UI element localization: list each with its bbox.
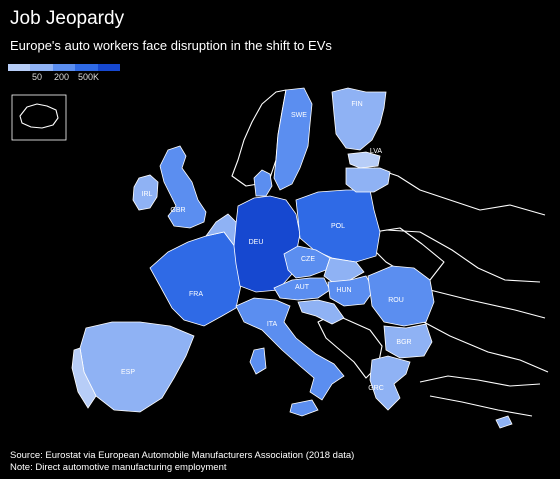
footnote: Note: Direct automotive manufacturing em… — [10, 462, 227, 473]
label-lva: LVA — [370, 148, 383, 155]
turkey-outline — [419, 375, 541, 417]
country-romania[interactable] — [367, 265, 435, 327]
country-cyprus[interactable] — [495, 415, 513, 429]
label-deu: DEU — [249, 239, 264, 246]
legend-swatch-4 — [75, 64, 98, 71]
legend-color-bar — [8, 64, 121, 71]
country-spain[interactable] — [79, 321, 195, 413]
color-legend: 50 200 500K — [8, 64, 121, 84]
country-sweden[interactable] — [273, 87, 313, 191]
label-fra: FRA — [189, 291, 203, 298]
map-title: Job Jeopardy — [10, 8, 125, 29]
country-italy-sicily[interactable] — [289, 399, 319, 417]
country-denmark[interactable] — [253, 169, 273, 197]
label-swe: SWE — [291, 112, 307, 119]
label-ita: ITA — [267, 321, 278, 328]
legend-swatch-2 — [30, 64, 53, 71]
country-italy-sardinia[interactable] — [249, 347, 267, 375]
label-aut: AUT — [295, 284, 310, 291]
label-bgr: BGR — [396, 339, 411, 346]
country-united-kingdom[interactable] — [159, 145, 207, 229]
iceland-outline — [19, 103, 59, 129]
country-italy[interactable] — [235, 297, 345, 401]
label-gbr: GBR — [170, 207, 185, 214]
country-greece[interactable] — [369, 355, 411, 411]
country-ireland[interactable] — [132, 174, 159, 211]
label-rou: ROU — [388, 297, 404, 304]
country-estonia[interactable] — [347, 151, 381, 169]
label-pol: POL — [331, 223, 345, 230]
country-poland[interactable] — [295, 189, 381, 263]
legend-swatch-5 — [97, 64, 121, 71]
legend-tick-500k: 500K — [78, 72, 100, 82]
label-irl: IRL — [142, 191, 153, 198]
country-france[interactable] — [149, 231, 245, 327]
label-hun: HUN — [336, 287, 351, 294]
iceland-inset-frame — [11, 94, 67, 141]
country-germany[interactable] — [233, 195, 301, 293]
country-latvia[interactable] — [345, 167, 391, 193]
label-esp: ESP — [121, 369, 135, 376]
label-grc: GRC — [368, 385, 384, 392]
label-cze: CZE — [301, 256, 315, 263]
country-bulgaria[interactable] — [383, 323, 433, 359]
legend-tick-200: 200 — [54, 72, 70, 82]
country-hungary[interactable] — [327, 275, 375, 307]
country-portugal[interactable] — [71, 347, 97, 409]
label-fin: FIN — [351, 101, 362, 108]
source-note: Source: Eurostat via European Automobile… — [10, 450, 355, 461]
map-subtitle: Europe's auto workers face disruption in… — [10, 38, 332, 53]
country-slovenia-croatia[interactable] — [297, 299, 345, 325]
country-finland[interactable] — [331, 87, 387, 151]
legend-swatch-3 — [52, 64, 76, 71]
legend-swatch-1 — [8, 64, 31, 71]
legend-tick-50: 50 — [32, 72, 43, 82]
eastern-border-outline — [373, 167, 549, 373]
